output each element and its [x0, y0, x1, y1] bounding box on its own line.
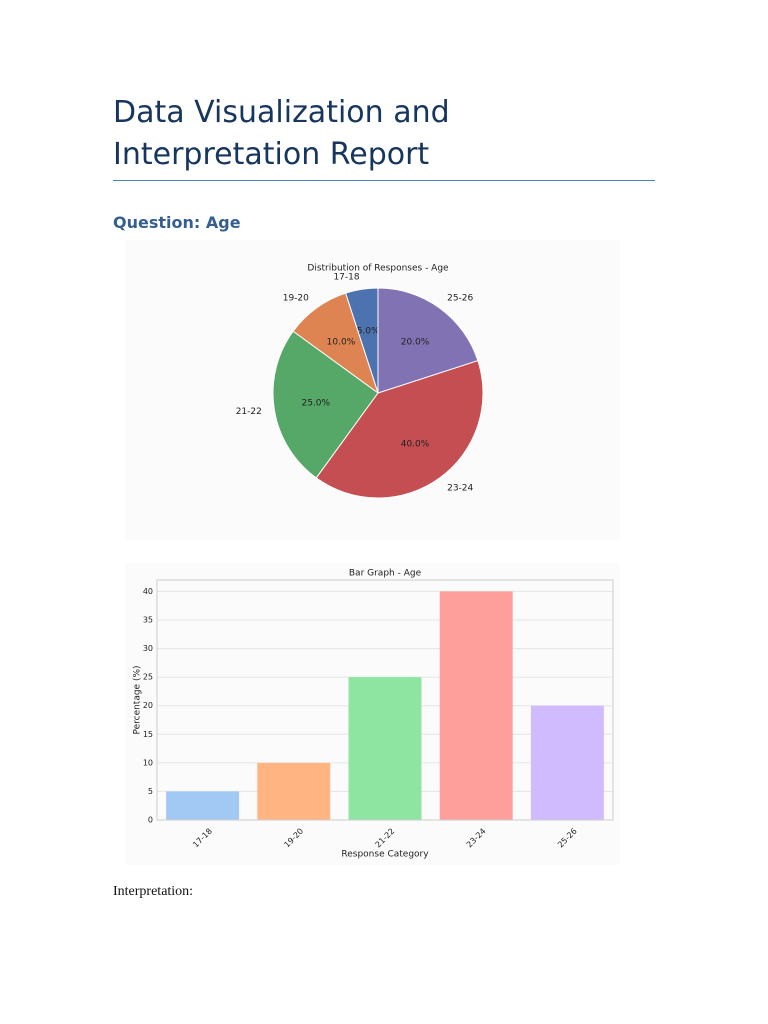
- slice-label: 19-20: [283, 293, 309, 303]
- y-tick-label: 30: [143, 644, 153, 653]
- slice-percent: 10.0%: [327, 338, 356, 348]
- bar: [257, 762, 331, 820]
- pie-slice: [315, 359, 484, 499]
- pie-slice: [377, 287, 479, 394]
- x-axis-label: Response Category: [341, 850, 429, 860]
- bar: [439, 591, 513, 820]
- slice-label: 21-22: [236, 407, 262, 417]
- question-heading: Question: Age: [113, 213, 241, 232]
- bar: [348, 677, 422, 820]
- slice-label: 25-26: [447, 293, 473, 303]
- title-rule: [113, 180, 655, 181]
- bar: [530, 705, 604, 820]
- slice-percent: 25.0%: [301, 398, 330, 408]
- y-tick-label: 20: [143, 701, 153, 710]
- slice-percent: 5.0%: [357, 326, 380, 336]
- pie-slice: [272, 330, 379, 479]
- y-tick-label: 0: [148, 816, 153, 825]
- y-tick-label: 25: [143, 673, 153, 682]
- y-tick-label: 10: [143, 758, 153, 767]
- slice-label: 23-24: [447, 484, 473, 494]
- slice-percent: 40.0%: [401, 439, 430, 449]
- slice-label: 17-18: [333, 272, 359, 282]
- interpretation-label: Interpretation:: [113, 884, 194, 899]
- chart-title: Bar Graph - Age: [349, 569, 422, 579]
- chart-title: Distribution of Responses - Age: [307, 264, 449, 274]
- y-axis-label: Percentage (%): [133, 665, 143, 734]
- y-tick-label: 40: [143, 587, 153, 596]
- y-tick-label: 35: [143, 616, 153, 625]
- y-tick-label: 15: [143, 730, 153, 739]
- y-tick-label: 5: [148, 787, 153, 796]
- bar: [166, 791, 240, 820]
- plot-frame: [156, 579, 614, 821]
- report-title: Data Visualization and Interpretation Re…: [113, 95, 450, 172]
- slice-percent: 20.0%: [401, 338, 430, 348]
